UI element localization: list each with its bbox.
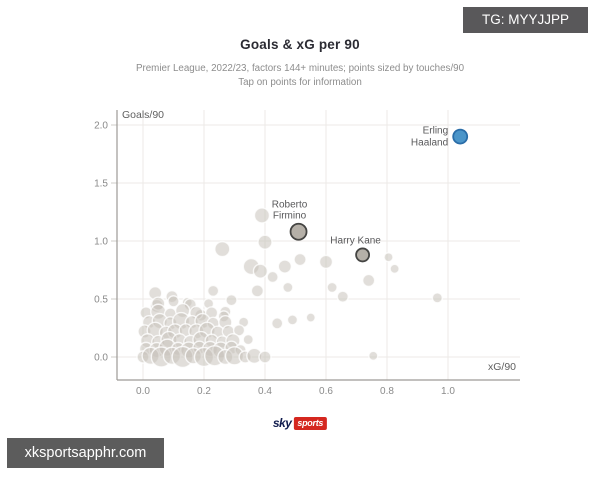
data-point[interactable] (383, 252, 394, 263)
y-axis-title: Goals/90 (122, 109, 164, 121)
data-point[interactable] (326, 281, 338, 294)
y-tick-label: 2.0 (94, 121, 108, 132)
y-tick-label: 0.0 (94, 353, 108, 364)
sports-logo-badge: sports (293, 416, 328, 430)
x-tick-label: 0.4 (258, 386, 272, 397)
data-point[interactable] (282, 281, 294, 294)
x-tick-label: 0.0 (136, 386, 150, 397)
point-label-erling-haaland: Haaland (411, 138, 448, 149)
data-point[interactable] (225, 293, 238, 307)
data-point[interactable] (232, 324, 246, 337)
data-point[interactable] (214, 240, 231, 258)
data-point[interactable] (318, 254, 334, 270)
data-point[interactable] (389, 263, 400, 275)
data-point[interactable] (167, 295, 180, 308)
data-point[interactable] (257, 234, 273, 250)
chart-subtitle-line1: Premier League, 2022/23, factors 144+ mi… (135, 63, 465, 74)
data-point[interactable] (336, 290, 349, 303)
y-tick-label: 1.0 (94, 237, 108, 248)
data-point[interactable] (305, 312, 316, 323)
data-point[interactable] (277, 259, 293, 274)
x-axis-title: xG/90 (488, 361, 516, 373)
point-label-harry-kane: Harry Kane (330, 235, 381, 246)
data-point[interactable] (266, 270, 279, 284)
data-point[interactable] (286, 314, 299, 326)
y-tick-label: 1.5 (94, 179, 108, 190)
data-point[interactable] (253, 207, 271, 224)
data-point[interactable] (242, 333, 254, 346)
point-label-roberto-firmino: Roberto (272, 200, 308, 211)
y-tick-label: 0.5 (94, 295, 108, 306)
data-point[interactable] (368, 350, 379, 362)
data-point[interactable] (250, 284, 265, 298)
chart-title: Goals & xG per 90 (240, 37, 360, 52)
data-point[interactable] (362, 273, 376, 288)
x-tick-label: 1.0 (441, 386, 455, 397)
data-point[interactable] (293, 252, 307, 267)
point-label-erling-haaland: Erling (423, 126, 449, 137)
x-tick-label: 0.8 (380, 386, 394, 397)
x-tick-label: 0.6 (319, 386, 333, 397)
sky-sports-logo: sky sports (272, 416, 328, 430)
telegram-watermark: TG: MYYJJPP (463, 7, 588, 33)
chart-subtitle-line2: Tap on points for information (238, 77, 362, 88)
data-point[interactable] (206, 284, 220, 298)
highlight-point-roberto-firmino[interactable] (289, 222, 308, 241)
data-point[interactable] (271, 317, 284, 330)
highlight-point-erling-haaland[interactable] (452, 128, 469, 145)
site-watermark: xksportsapphr.com (7, 438, 164, 468)
data-point[interactable] (431, 292, 444, 304)
sky-logo-text: sky (272, 416, 292, 430)
data-point[interactable] (258, 350, 272, 364)
x-tick-label: 0.2 (197, 386, 211, 397)
point-label-roberto-firmino: Firmino (273, 211, 307, 222)
data-point[interactable] (252, 263, 269, 279)
highlight-point-harry-kane[interactable] (355, 247, 371, 263)
